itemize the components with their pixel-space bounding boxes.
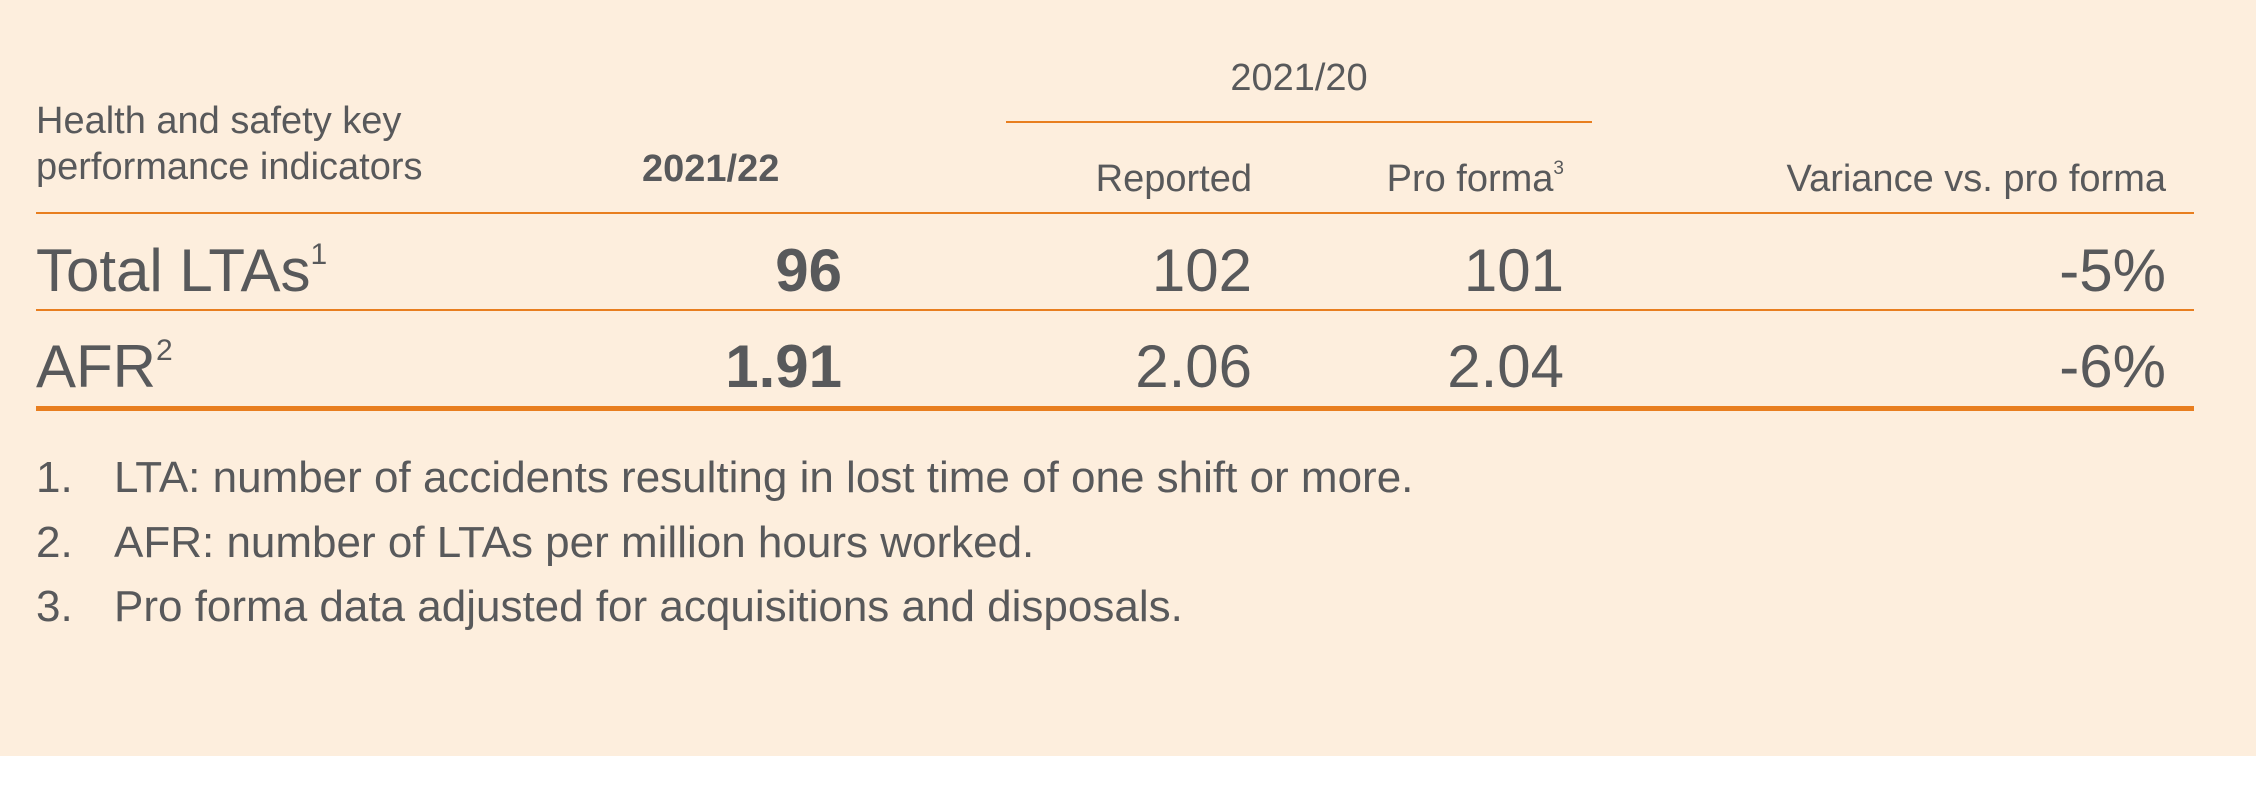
- footnote-text: Pro forma data adjusted for acquisitions…: [114, 582, 1183, 631]
- cell-reported-total-ltas: 102: [1151, 237, 1252, 304]
- footnote-text: LTA: number of accidents resulting in lo…: [114, 453, 1414, 502]
- row-footnote-ref: 2: [156, 334, 173, 367]
- footnote-1: 1. LTA: number of accidents resulting in …: [36, 452, 1413, 504]
- cell-reported-afr: 2.06: [1135, 333, 1252, 400]
- pro-forma-header: Pro forma3: [1300, 156, 1564, 202]
- prior-year-group-rule: [1006, 121, 1592, 123]
- indicator-header-line2: performance indicators: [36, 146, 423, 188]
- table-bottom-rule: [36, 406, 2194, 411]
- prior-year-group-header: 2021/20: [1230, 57, 1368, 99]
- row-footnote-ref: 1: [310, 238, 328, 271]
- cell-variance-total-ltas: -5%: [2059, 237, 2166, 304]
- cell-variance-afr: -6%: [2059, 333, 2166, 400]
- footnote-2: 2. AFR: number of LTAs per million hours …: [36, 517, 1034, 569]
- pro-forma-header-label: Pro forma: [1386, 158, 1554, 200]
- pro-forma-footnote-ref: 3: [1553, 157, 1564, 179]
- footnote-text: AFR: number of LTAs per million hours wo…: [114, 518, 1035, 567]
- cell-current-total-ltas: 96: [775, 237, 842, 304]
- cell-current-afr: 1.91: [725, 333, 842, 400]
- kpi-table-panel: Health and safety key performance indica…: [0, 0, 2256, 756]
- indicator-header: Health and safety key performance indica…: [36, 98, 423, 190]
- current-year-header: 2021/22: [642, 148, 780, 190]
- reported-header: Reported: [1095, 158, 1252, 200]
- row-label-text: AFR: [36, 333, 156, 400]
- footnote-number: 1.: [36, 453, 73, 502]
- footnote-3: 3. Pro forma data adjusted for acquisitio…: [36, 581, 1183, 633]
- footnote-number: 3.: [36, 582, 73, 631]
- cell-pro-forma-total-ltas: 101: [1463, 237, 1564, 304]
- header-rule: [36, 212, 2194, 214]
- row-label-afr: AFR2: [36, 332, 173, 402]
- row-divider: [36, 309, 2194, 311]
- indicator-header-line1: Health and safety key: [36, 100, 402, 142]
- variance-header: Variance vs. pro forma: [1786, 158, 2166, 200]
- cell-pro-forma-afr: 2.04: [1447, 333, 1564, 400]
- footnote-number: 2.: [36, 518, 73, 567]
- row-label-text: Total LTAs: [36, 237, 311, 304]
- row-label-total-ltas: Total LTAs1: [36, 236, 327, 306]
